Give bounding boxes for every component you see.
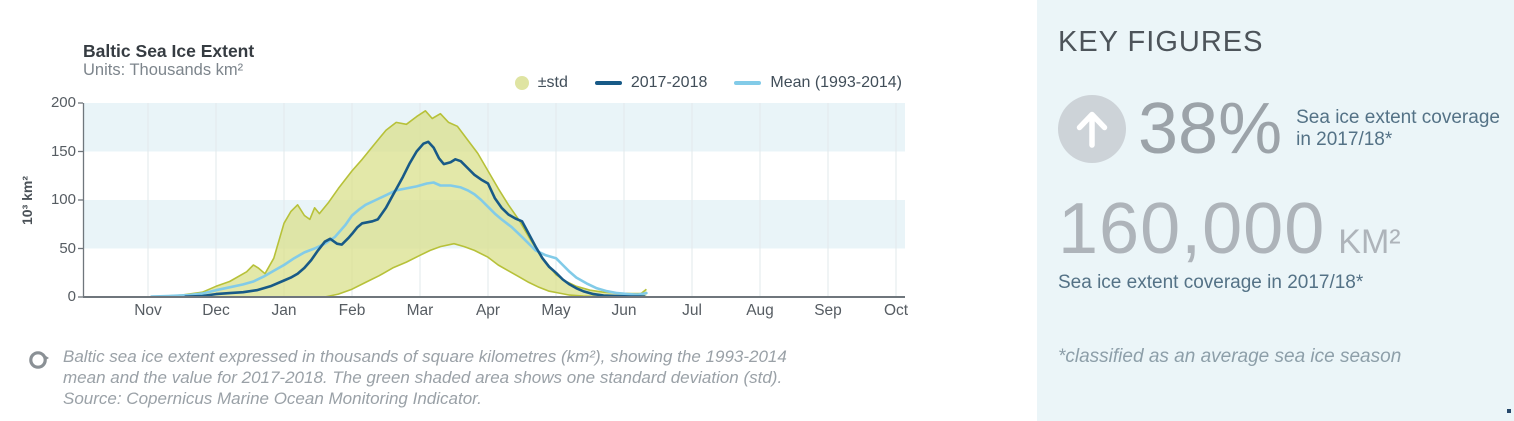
chart-title: Baltic Sea Ice Extent: [83, 41, 255, 61]
line-2017-swatch-icon: [594, 81, 622, 85]
x-tick-label: Oct: [883, 302, 909, 319]
y-tick-label: 50: [59, 239, 76, 257]
x-tick-label: Mar: [406, 302, 434, 319]
chart-section: Baltic Sea Ice Extent Units: Thousands k…: [19, 41, 909, 409]
figure-caption: Baltic sea ice extent expressed in thous…: [28, 346, 787, 409]
chart-legend: ±std 2017-2018 Mean (1993-2014): [514, 74, 902, 92]
x-tick-label: Feb: [338, 302, 366, 319]
y-tick-label: 0: [67, 288, 76, 305]
caption-line: mean and the value for 2017-2018. The gr…: [63, 368, 783, 387]
chart-subtitle: Units: Thousands km²: [83, 61, 244, 79]
percent-label: Sea ice extent coverage in 2017/18*: [1296, 107, 1500, 150]
legend-label: Mean (1993-2014): [770, 74, 902, 91]
area-unit: KM²: [1338, 223, 1401, 261]
plot-stripe: [83, 103, 905, 152]
y-tick-label: 100: [50, 191, 76, 208]
percent-label-line: in 2017/18*: [1296, 129, 1393, 150]
x-tick-label: Aug: [746, 302, 774, 319]
mean-line: [150, 181, 648, 298]
stat-percent: 38% Sea ice extent coverage in 2017/18*: [1058, 93, 1514, 165]
x-tick-label: May: [541, 302, 571, 319]
legend-item-2017-2018: 2017-2018: [594, 74, 708, 92]
y-tick-label: 150: [50, 142, 76, 160]
key-figures-panel: KEY FIGURES 38% Sea ice extent coverage …: [1037, 0, 1514, 421]
legend-item-mean: Mean (1993-2014): [734, 74, 902, 92]
footnote: *classified as an average sea ice season: [1058, 346, 1402, 367]
mean-line-swatch-icon: [734, 81, 762, 85]
std-band-bottom-edge: [154, 242, 647, 298]
y-tick-label: 200: [50, 94, 76, 111]
copernicus-circle-icon: [28, 349, 50, 409]
stray-dot: [1507, 409, 1511, 413]
arrow-up-icon: [1058, 95, 1126, 163]
caption-text: Baltic sea ice extent expressed in thous…: [63, 346, 787, 409]
x-tick-label: Jan: [271, 302, 297, 319]
legend-item-std: ±std: [514, 74, 568, 92]
panel-title: KEY FIGURES: [1058, 26, 1264, 58]
x-tick-label: Dec: [202, 302, 230, 319]
area-value: 160,000: [1058, 189, 1326, 269]
legend-label: 2017-2018: [630, 74, 708, 91]
area-value-row: 160,000 KM²: [1058, 193, 1514, 265]
percent-label-line: Sea ice extent coverage: [1296, 107, 1500, 129]
x-tick-label: Jul: [682, 302, 702, 319]
legend-label: ±std: [537, 74, 568, 91]
x-tick-label: Sep: [814, 302, 842, 319]
stat-area: 160,000 KM² Sea ice extent coverage in 2…: [1058, 193, 1514, 294]
std-band: [154, 110, 647, 297]
area-label: Sea ice extent coverage in 2017/18*: [1058, 272, 1364, 293]
x-tick-label: Nov: [134, 302, 162, 319]
caption-line: Source: Copernicus Marine Ocean Monitori…: [63, 389, 482, 408]
ice-extent-chart: [78, 102, 905, 298]
x-tick-label: Jun: [611, 302, 637, 319]
std-band-top-edge: [154, 110, 647, 298]
percent-value: 38%: [1138, 89, 1283, 169]
caption-line: Baltic sea ice extent expressed in thous…: [63, 347, 787, 366]
x-tick-label: Apr: [475, 302, 501, 319]
current-season-line: [184, 140, 646, 298]
std-swatch-icon: [514, 76, 529, 90]
